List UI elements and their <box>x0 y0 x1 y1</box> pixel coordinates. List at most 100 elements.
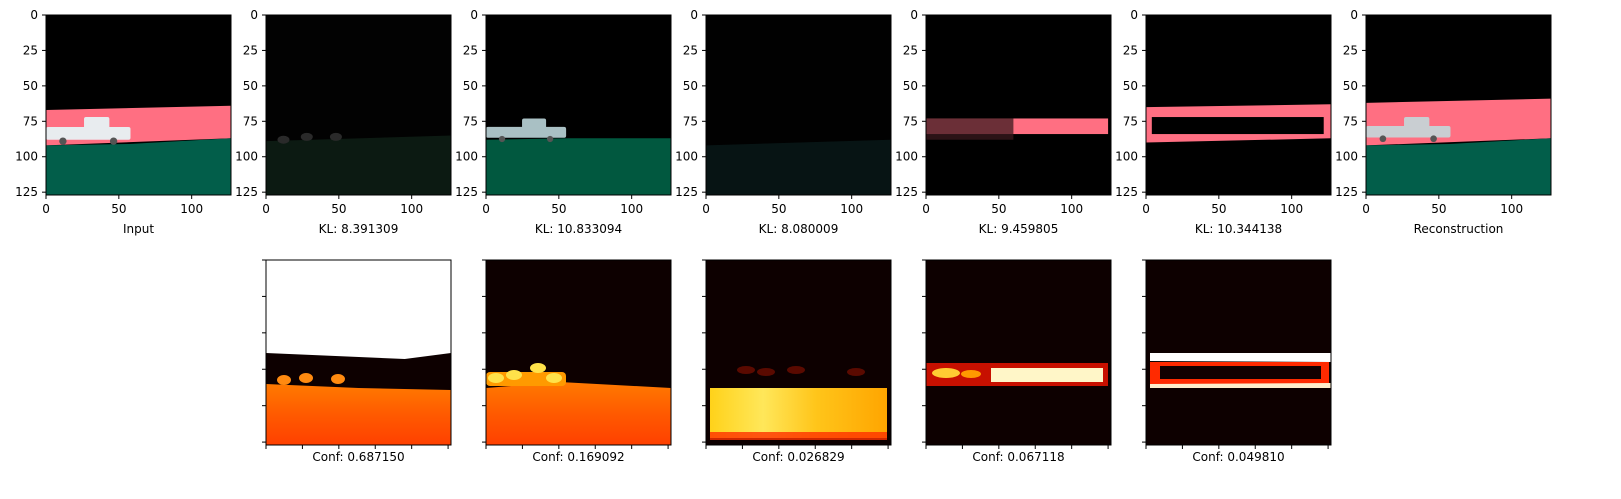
y-tick-label: 50 <box>1343 79 1358 93</box>
x-tick-label: 50 <box>551 202 566 216</box>
x-tick-label: 0 <box>922 202 930 216</box>
car-body <box>486 126 567 138</box>
y-tick-label: 125 <box>15 185 38 199</box>
panel-caption: KL: 10.833094 <box>535 222 622 236</box>
panel-caption: Reconstruction <box>1414 222 1504 236</box>
heat-blob <box>506 370 522 380</box>
confidence-caption: Conf: 0.169092 <box>532 450 624 464</box>
road-interior <box>1151 117 1324 135</box>
image-frame <box>485 14 672 196</box>
heat-blob <box>546 373 562 383</box>
heat-blob <box>787 366 805 374</box>
y-tick-label: 125 <box>895 185 918 199</box>
panel-caption: KL: 8.080009 <box>759 222 839 236</box>
x-tick-label: 100 <box>840 202 863 216</box>
car-cabin <box>84 117 110 130</box>
x-tick-label: 100 <box>400 202 423 216</box>
image-content <box>706 15 891 195</box>
heat-ground <box>486 382 671 445</box>
confidence-panel-4: Conf: 0.067118 <box>922 259 1112 464</box>
y-tick-label: 25 <box>1343 43 1358 57</box>
x-tick-label: 100 <box>180 202 203 216</box>
y-tick-label: 0 <box>250 8 258 22</box>
x-tick-label: 100 <box>1060 202 1083 216</box>
heat-blob <box>299 373 313 383</box>
y-tick-label: 50 <box>1123 79 1138 93</box>
y-tick-label: 75 <box>683 114 698 128</box>
car-wheel <box>498 135 506 143</box>
x-tick-label: 50 <box>991 202 1006 216</box>
image-frame <box>1365 14 1552 196</box>
car-body <box>1366 125 1451 138</box>
image-panel-1: 0 25 50 75 100 125 0 50 100 Input <box>15 8 232 236</box>
confidence-panel-1: Conf: 0.687150 <box>262 259 452 464</box>
heat-blob <box>961 370 981 378</box>
y-tick-label: 100 <box>235 150 258 164</box>
image-frame <box>705 14 892 196</box>
heatmap-content <box>486 260 671 445</box>
dim-blob <box>277 135 290 144</box>
confidence-panel-2: Conf: 0.169092 <box>482 259 672 464</box>
y-tick-label: 50 <box>903 79 918 93</box>
car-cabin <box>1404 117 1430 129</box>
y-tick-label: 75 <box>1123 114 1138 128</box>
heat-sky <box>266 260 451 359</box>
reconstruction-row: 0 25 50 75 100 125 0 50 100 Input 0 25 50 75 100 125 0 50… <box>15 8 1552 236</box>
image-content <box>926 15 1111 195</box>
heatmap-frame <box>485 259 672 446</box>
panel-caption: KL: 8.391309 <box>319 222 399 236</box>
image-frame <box>1145 14 1332 196</box>
confidence-caption: Conf: 0.026829 <box>752 450 844 464</box>
confidence-caption: Conf: 0.049810 <box>1192 450 1284 464</box>
car-cabin <box>522 118 547 130</box>
image-frame <box>925 14 1112 196</box>
y-tick-label: 0 <box>1130 8 1138 22</box>
heat-edge <box>710 432 887 440</box>
car-wheel <box>1430 135 1437 143</box>
ground-region <box>1366 138 1551 195</box>
image-panel-3: 0 25 50 75 100 125 0 50 100 KL: 10.833094 <box>455 8 672 236</box>
x-tick-label: 50 <box>331 202 346 216</box>
y-tick-label: 25 <box>243 43 258 57</box>
image-panel-6: 0 25 50 75 100 125 0 50 100 KL: 10.344138 <box>1115 8 1332 236</box>
car-wheel <box>109 137 118 145</box>
y-tick-label: 0 <box>1350 8 1358 22</box>
y-tick-label: 125 <box>235 185 258 199</box>
image-frame <box>45 14 232 196</box>
ground-region <box>46 138 231 195</box>
y-tick-label: 100 <box>15 150 38 164</box>
heat-blob <box>757 368 775 376</box>
image-content <box>1366 15 1551 195</box>
y-tick-label: 0 <box>690 8 698 22</box>
heatmap-frame <box>265 259 452 446</box>
y-tick-label: 100 <box>895 150 918 164</box>
x-tick-label: 0 <box>262 202 270 216</box>
x-tick-label: 100 <box>1500 202 1523 216</box>
y-tick-label: 75 <box>1343 114 1358 128</box>
y-tick-label: 0 <box>30 8 38 22</box>
y-tick-label: 75 <box>903 114 918 128</box>
ground-region <box>486 138 671 195</box>
y-tick-label: 100 <box>1335 150 1358 164</box>
x-tick-label: 100 <box>620 202 643 216</box>
x-tick-label: 0 <box>482 202 490 216</box>
y-tick-label: 0 <box>470 8 478 22</box>
image-frame <box>265 14 452 196</box>
car-shadow <box>926 118 1014 140</box>
y-tick-label: 25 <box>683 43 698 57</box>
car-wheel <box>546 135 554 143</box>
dim-blob <box>300 132 313 141</box>
y-tick-label: 50 <box>683 79 698 93</box>
heatmap-background <box>926 260 1111 445</box>
panel-caption: KL: 10.344138 <box>1195 222 1282 236</box>
y-tick-label: 50 <box>23 79 38 93</box>
x-tick-label: 0 <box>42 202 50 216</box>
y-tick-label: 0 <box>910 8 918 22</box>
y-tick-label: 25 <box>23 43 38 57</box>
heatmap-content <box>266 260 451 445</box>
confidence-caption: Conf: 0.687150 <box>312 450 404 464</box>
heatmap-frame <box>925 259 1112 446</box>
